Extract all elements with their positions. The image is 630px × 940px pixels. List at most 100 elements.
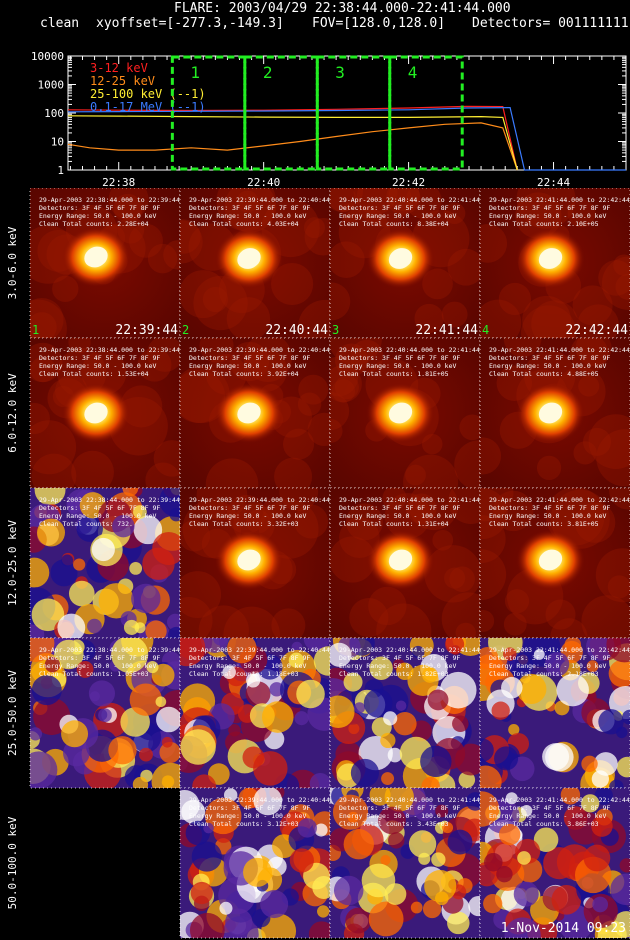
noise-blob [383,711,398,726]
image-panel [180,188,330,338]
noise-blob [381,772,395,786]
noise-blob [30,751,58,788]
texture-blob [353,188,398,215]
noise-blob [30,621,45,638]
noise-blob [411,645,425,659]
noise-blob [395,700,407,711]
texture-blob [330,338,382,366]
panel-detectors: Detectors: 3F 4F 5F 6F 7F 8F 9F [489,504,610,512]
noise-blob [380,855,391,866]
panel-date-range: 29-Apr-2003 22:39:44.000 to 22:40:44 [189,646,330,654]
noise-blob [447,829,473,855]
noise-blob [427,689,449,711]
panel-detectors: Detectors: 3F 4F 5F 6F 7F 8F 9F [339,804,460,812]
noise-blob [622,709,630,725]
texture-blob [480,488,508,540]
y-tick-label: 10000 [31,50,64,63]
noise-blob [76,515,103,542]
texture-blob [503,612,527,636]
noise-blob [439,671,477,709]
noise-blob [73,558,86,571]
panel-date-range: 29-Apr-2003 22:40:44.000 to 22:41:44 [339,496,480,504]
panel-energy-range: Energy Range: 50.0 - 100.0 keV [489,812,606,820]
noise-blob [369,656,393,680]
texture-blob [448,488,480,524]
noise-blob [598,709,624,735]
image-panel [330,338,480,488]
noise-blob [129,562,143,575]
texture-blob [575,338,612,366]
legend-entry: 12-25 keV [90,74,155,88]
source-core [538,549,563,571]
noise-blob [483,894,503,914]
texture-blob [607,575,630,599]
noise-blob [491,701,510,720]
panel-date-range: 29-Apr-2003 22:41:44.000 to 22:42:44 [489,646,630,654]
noise-blob [424,869,457,903]
y-tick-label: 1 [57,164,64,177]
noise-blob [504,917,541,938]
noise-blob [161,736,173,748]
interval-label: 2 [263,63,273,82]
panel-total-counts: Clean Total counts: 2.28E+04 [39,220,149,228]
noise-blob [30,638,55,663]
texture-blob [414,303,444,334]
panel-date-range: 29-Apr-2003 22:40:44.000 to 22:41:44 [339,646,480,654]
panel-date-range: 29-Apr-2003 22:38:44.000 to 22:39:44 [39,496,180,504]
noise-blob [592,896,609,913]
noise-blob [480,738,494,762]
texture-blob [546,488,605,546]
panel-frame [479,188,630,339]
texture-blob [294,504,329,539]
detectors-label: Detectors= 001111111 [472,16,629,31]
noise-blob [388,832,405,849]
source-core [538,402,563,424]
texture-blob [578,375,600,397]
noise-blob [396,662,414,681]
noise-blob [129,683,163,716]
texture-blob [406,493,437,524]
noise-blob [291,641,303,653]
texture-blob [444,567,466,589]
noise-blob [505,792,518,805]
energy-band-label: 25.0-50.0 keV [6,670,19,756]
noise-blob [61,720,89,748]
texture-blob [216,188,276,232]
noise-blob [435,804,449,818]
noise-blob [420,745,452,778]
texture-blob [384,493,431,539]
noise-blob [222,665,236,679]
panel-date-range: 29-Apr-2003 22:39:44.000 to 22:40:44 [189,496,330,504]
noise-blob [608,659,630,688]
noise-blob [205,797,242,835]
x-tick-label: 22:44 [537,176,570,189]
noise-blob [145,620,167,638]
energy-band-label: 12.0-25.0 keV [6,520,19,606]
noise-blob [545,742,574,772]
panel-frame [479,487,630,639]
texture-blob [30,402,50,435]
texture-blob [449,566,475,592]
noise-blob [30,557,50,588]
texture-blob [515,192,562,239]
panel-detectors: Detectors: 3F 4F 5F 6F 7F 8F 9F [189,204,310,212]
noise-blob [458,771,476,788]
texture-blob [531,300,579,338]
noise-blob [180,790,200,820]
noise-blob [169,507,180,522]
flare-title: FLARE: 2003/04/29 22:38:44.000-22:41:44.… [174,1,511,16]
noise-blob [606,638,630,663]
noise-blob [246,673,261,688]
noise-blob [442,822,454,834]
panel-frame [479,637,630,789]
panel-total-counts: Clean Total counts: 8.38E+04 [339,220,449,228]
texture-blob [595,548,630,603]
texture-blob [274,457,313,488]
noise-blob [245,681,271,707]
texture-blob [113,193,143,223]
noise-blob [67,499,81,514]
noise-blob [422,667,438,683]
texture-blob [30,420,77,475]
noise-blob [501,676,523,699]
noise-blob [123,619,140,635]
